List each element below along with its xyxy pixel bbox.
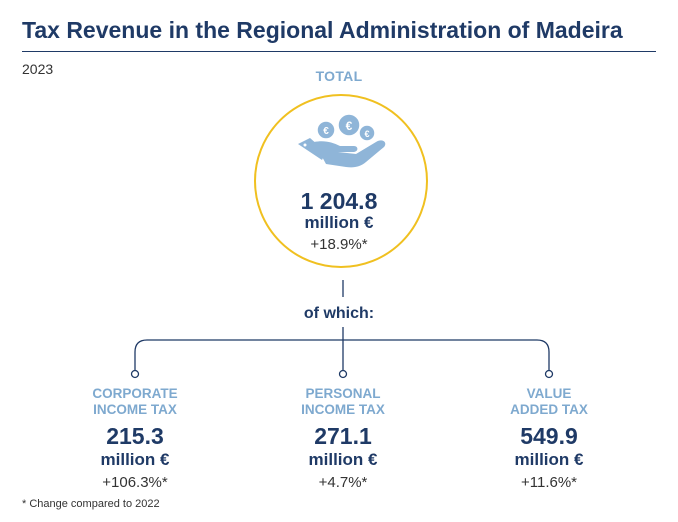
hand-with-euro-coins-icon: € € € xyxy=(298,114,386,168)
connector-node-left xyxy=(130,369,140,379)
item-change: +11.6%* xyxy=(520,474,577,491)
breakdown-label: of which: xyxy=(303,305,375,322)
svg-text:€: € xyxy=(346,119,353,133)
item-label: PERSONAL INCOME TAX xyxy=(301,386,385,417)
connector-node-middle xyxy=(338,369,348,379)
title-divider xyxy=(22,51,656,52)
total-label: TOTAL xyxy=(315,68,363,84)
item-value-added-tax: VALUE ADDED TAX 549.9 million € +11.6%* xyxy=(459,386,639,494)
item-personal-income-tax: PERSONAL INCOME TAX 271.1 million € +4.7… xyxy=(253,386,433,494)
year-label: 2023 xyxy=(22,61,54,77)
item-unit: million € xyxy=(308,450,378,469)
item-unit: million € xyxy=(514,450,584,469)
total-unit: million € xyxy=(304,213,374,232)
footnote: * Change compared to 2022 xyxy=(22,498,160,510)
item-value: 271.1 xyxy=(314,423,372,449)
item-change: +4.7%* xyxy=(318,474,368,491)
total-value: 1 204.8 xyxy=(300,188,378,214)
item-unit: million € xyxy=(100,450,170,469)
svg-text:€: € xyxy=(323,126,329,137)
item-label: CORPORATE INCOME TAX xyxy=(92,386,178,417)
item-value: 215.3 xyxy=(106,423,164,449)
item-value: 549.9 xyxy=(520,423,578,449)
svg-text:€: € xyxy=(364,129,369,139)
connector-node-right xyxy=(544,369,554,379)
total-circle xyxy=(254,94,428,268)
connector-branch xyxy=(134,339,550,372)
item-corporate-income-tax: CORPORATE INCOME TAX 215.3 million € +10… xyxy=(45,386,225,494)
total-change: +18.9%* xyxy=(310,236,368,253)
item-label: VALUE ADDED TAX xyxy=(510,386,588,417)
item-change: +106.3%* xyxy=(102,474,168,491)
page-title: Tax Revenue in the Regional Administrati… xyxy=(22,17,623,43)
